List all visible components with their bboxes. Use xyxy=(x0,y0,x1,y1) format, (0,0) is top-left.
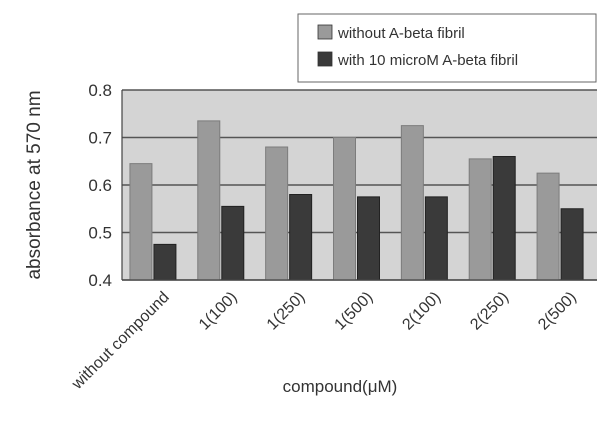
x-tick-label: 1(100) xyxy=(196,289,241,334)
bar-0-0 xyxy=(129,163,153,281)
x-tick-label: 2(500) xyxy=(535,289,580,334)
x-tick-label: 2(100) xyxy=(399,289,444,334)
x-tick-label: 1(250) xyxy=(264,289,309,334)
bar-2-0 xyxy=(265,146,289,281)
y-tick-label: 0.5 xyxy=(88,224,112,243)
legend-label: without A-beta fibril xyxy=(337,25,465,42)
bar-1-0 xyxy=(197,120,221,281)
legend: without A-beta fibril with 10 microM A-be… xyxy=(297,13,597,83)
bar-4-0 xyxy=(400,125,424,281)
y-tick-label: 0.8 xyxy=(88,81,112,100)
bar-6-0 xyxy=(536,172,560,281)
legend-swatch-1 xyxy=(317,51,333,67)
x-axis-title: compound(μM) xyxy=(283,377,398,396)
bar-6-1 xyxy=(560,208,584,281)
x-tick-label: without compound xyxy=(68,289,173,394)
plot-area xyxy=(122,89,597,281)
x-tick-label: 1(500) xyxy=(332,289,377,334)
y-tick-label: 0.4 xyxy=(88,271,112,290)
bar-0-1 xyxy=(153,243,177,281)
bar-1-1 xyxy=(221,205,245,281)
bar-3-1 xyxy=(357,196,380,281)
legend-swatch-0 xyxy=(317,24,333,40)
y-tick-label: 0.6 xyxy=(88,176,112,195)
y-axis-title: absorbance at 570 nm xyxy=(24,90,45,279)
bar-4-1 xyxy=(424,196,448,281)
bar-3-0 xyxy=(333,137,356,281)
bar-2-1 xyxy=(289,194,313,281)
bar-5-0 xyxy=(468,158,492,281)
legend-box xyxy=(297,13,597,83)
x-tick-label: 2(250) xyxy=(467,289,512,334)
y-tick-label: 0.7 xyxy=(88,129,112,148)
bar-5-1 xyxy=(492,156,516,281)
legend-label: with 10 microM A-beta fibril xyxy=(337,52,518,69)
